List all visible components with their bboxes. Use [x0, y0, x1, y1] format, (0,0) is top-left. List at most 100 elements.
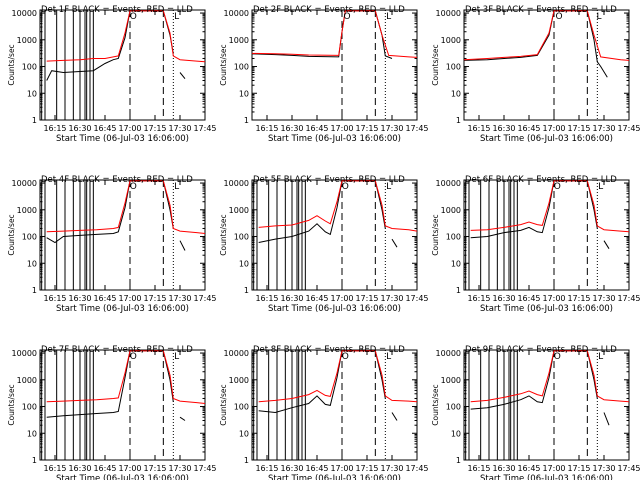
chart-title: Det 5F BLACK = Events, RED = LLD [253, 175, 405, 185]
y-tick-label: 100 [446, 63, 461, 72]
plot-frame [39, 179, 206, 291]
y-tick-label: 1 [456, 286, 461, 295]
x-tick-label: 16:45 [517, 294, 540, 303]
x-tick-label: 17:30 [168, 124, 191, 133]
chart-title: Det 7F BLACK = Events, RED = LLD [41, 345, 193, 355]
event-marker-label: L [386, 182, 391, 192]
x-tick-label: 17:30 [592, 464, 615, 473]
y-tick-label: 1000 [441, 36, 461, 45]
event-marker-label: O [130, 182, 137, 192]
event-marker-label: O [554, 182, 561, 192]
y-tick-label: 1000 [441, 376, 461, 385]
chart-panel-2: 1 10 100 1000 10000 16:15 16:30 16:45 17:00 17:15… [219, 5, 429, 144]
x-tick-label: 17:30 [380, 464, 403, 473]
y-tick-label: 100 [22, 63, 37, 72]
x-tick-label: 17:45 [617, 294, 640, 303]
x-tick-label: 16:15 [467, 464, 490, 473]
y-tick-label: 10 [451, 259, 461, 268]
x-tick-label: 17:30 [592, 124, 615, 133]
x-tick-label: 16:15 [467, 294, 490, 303]
x-tick-label: 17:15 [143, 124, 166, 133]
x-tick-label: 16:30 [280, 464, 303, 473]
y-axis-label: Counts/sec [431, 44, 440, 85]
y-tick-label: 100 [234, 233, 249, 242]
x-tick-label: 16:45 [517, 124, 540, 133]
chart-panel-7: 1 10 100 1000 10000 16:15 16:30 16:45 17:00 17:15… [7, 345, 217, 480]
x-tick-label: 17:45 [617, 464, 640, 473]
x-tick-label: 16:15 [255, 124, 278, 133]
x-tick-label: 16:30 [68, 464, 91, 473]
y-tick-label: 10000 [224, 349, 249, 358]
event-marker-label: O [130, 352, 137, 362]
y-axis-label: Counts/sec [7, 214, 16, 255]
y-tick-label: 1 [244, 116, 249, 125]
y-tick-label: 100 [446, 233, 461, 242]
chart-panel-9: 1 10 100 1000 10000 16:15 16:30 16:45 17:00 17:15… [431, 345, 640, 480]
y-tick-label: 10000 [12, 9, 37, 18]
x-tick-label: 17:00 [118, 464, 141, 473]
y-tick-label: 1000 [17, 206, 37, 215]
chart-title: Det 2F BLACK = Events, RED = LLD [253, 5, 405, 15]
x-tick-label: 16:15 [255, 294, 278, 303]
x-axis-label: Start Time (06-Jul-03 16:06:00) [268, 474, 401, 480]
x-axis-label: Start Time (06-Jul-03 16:06:00) [480, 304, 613, 314]
x-tick-label: 16:30 [492, 294, 515, 303]
x-tick-label: 16:15 [43, 464, 66, 473]
x-tick-label: 17:15 [355, 464, 378, 473]
y-axis-label: Counts/sec [431, 214, 440, 255]
event-marker-label: O [554, 352, 561, 362]
x-tick-label: 17:45 [193, 294, 216, 303]
y-axis-label: Counts/sec [219, 214, 228, 255]
y-axis-label: Counts/sec [219, 384, 228, 425]
x-axis-label: Start Time (06-Jul-03 16:06:00) [480, 474, 613, 480]
y-tick-label: 1000 [229, 376, 249, 385]
y-tick-label: 1 [32, 286, 37, 295]
event-marker-label: O [343, 12, 350, 22]
x-tick-label: 16:45 [517, 464, 540, 473]
chart-panel-1: 1 10 100 1000 10000 16:15 16:30 16:45 17:00 17:15… [7, 5, 217, 144]
y-tick-label: 10 [451, 89, 461, 98]
event-marker-label: L [598, 352, 603, 362]
series-events-line [258, 350, 398, 421]
x-tick-label: 17:45 [405, 464, 428, 473]
y-tick-label: 10 [27, 259, 37, 268]
chart-panel-8: 1 10 100 1000 10000 16:15 16:30 16:45 17:00 17:15… [219, 345, 429, 480]
x-tick-label: 16:45 [93, 464, 116, 473]
chart-panel-4: 1 10 100 1000 10000 16:15 16:30 16:45 17:00 17:15… [7, 175, 217, 314]
y-tick-label: 100 [22, 403, 37, 412]
x-tick-label: 17:30 [380, 124, 403, 133]
x-tick-label: 16:45 [305, 294, 328, 303]
x-tick-label: 17:00 [542, 464, 565, 473]
series-lld-line [470, 350, 630, 403]
y-tick-label: 10000 [12, 349, 37, 358]
x-tick-label: 17:45 [193, 464, 216, 473]
chart-title: Det 4F BLACK = Events, RED = LLD [41, 175, 193, 185]
chart-panel-3: 1 10 100 1000 10000 16:15 16:30 16:45 17:00 17:15… [431, 5, 640, 144]
y-tick-label: 10000 [436, 179, 461, 188]
x-axis-label: Start Time (06-Jul-03 16:06:00) [56, 304, 189, 314]
x-tick-label: 17:00 [330, 464, 353, 473]
chart-title: Det 3F BLACK = Events, RED = LLD [465, 5, 617, 15]
plot-frame [463, 349, 630, 461]
x-tick-label: 17:00 [330, 124, 353, 133]
event-marker-label: L [174, 182, 179, 192]
x-tick-label: 17:00 [542, 294, 565, 303]
x-axis-label: Start Time (06-Jul-03 16:06:00) [56, 474, 189, 480]
x-tick-label: 17:15 [143, 294, 166, 303]
chart-panel-5: 1 10 100 1000 10000 16:15 16:30 16:45 17:00 17:15… [219, 175, 429, 314]
x-tick-label: 17:30 [592, 294, 615, 303]
x-tick-label: 16:45 [93, 124, 116, 133]
x-tick-label: 17:00 [542, 124, 565, 133]
x-tick-label: 17:15 [355, 294, 378, 303]
x-tick-label: 16:45 [305, 464, 328, 473]
series-lld-line [258, 350, 418, 403]
y-tick-label: 10 [451, 429, 461, 438]
series-events-line [258, 180, 398, 248]
x-tick-label: 17:15 [567, 294, 590, 303]
plot-frame [463, 179, 630, 291]
y-tick-label: 1 [32, 116, 37, 125]
x-tick-label: 17:00 [118, 294, 141, 303]
x-tick-label: 17:45 [405, 124, 428, 133]
y-tick-label: 1000 [229, 36, 249, 45]
series-events-line [251, 10, 393, 59]
